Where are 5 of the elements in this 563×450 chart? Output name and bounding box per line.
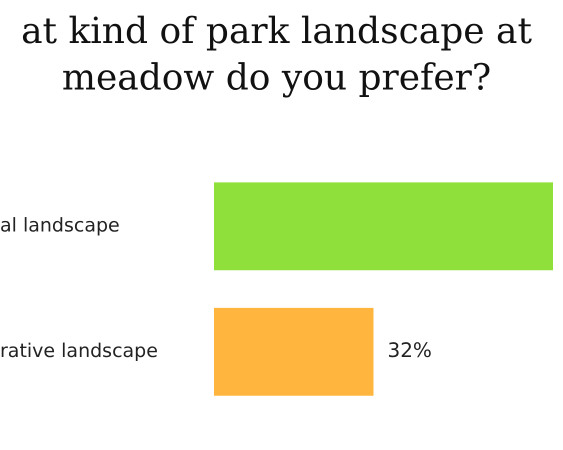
- text: at kind of park landscape at: [21, 10, 532, 52]
- y-tick-label: al landscape: [0, 214, 120, 236]
- data-label: 32%: [387, 338, 432, 362]
- text: meadow do you prefer?: [62, 58, 492, 99]
- y-tick-label: rative landscape: [0, 340, 158, 362]
